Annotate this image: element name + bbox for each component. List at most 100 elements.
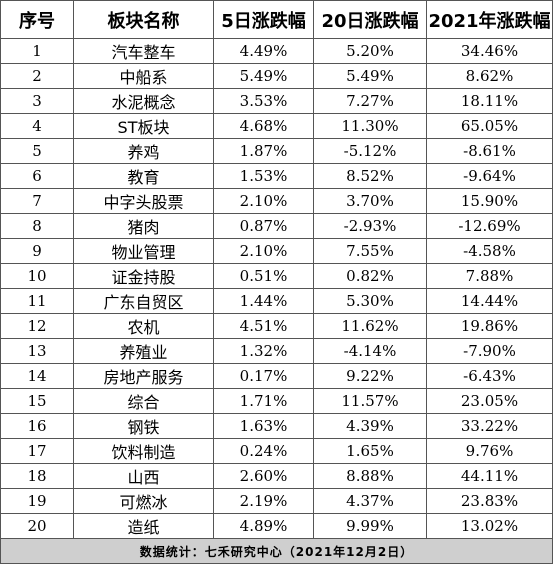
cell-20day-change: 5.49% [313,63,427,89]
table-row: 11 广东自贸区 1.44% 5.30% 14.44% [0,288,553,314]
table-row: 1 汽车整车 4.49% 5.20% 34.46% [0,38,553,64]
table-row: 20 造纸 4.89% 9.99% 13.02% [0,513,553,539]
cell-20day-change: 5.20% [313,38,427,64]
table-row: 9 物业管理 2.10% 7.55% -4.58% [0,238,553,264]
cell-2021-change: 7.88% [426,263,553,289]
cell-5day-change: 4.68% [213,113,314,139]
cell-sector-name: 汽车整车 [73,38,214,64]
cell-index: 7 [0,188,74,214]
cell-2021-change: -12.69% [426,213,553,239]
cell-5day-change: 2.10% [213,238,314,264]
cell-20day-change: 4.37% [313,488,427,514]
cell-2021-change: 15.90% [426,188,553,214]
cell-index: 13 [0,338,74,364]
cell-2021-change: 8.62% [426,63,553,89]
cell-20day-change: 11.57% [313,388,427,414]
cell-2021-change: -9.64% [426,163,553,189]
cell-index: 6 [0,163,74,189]
cell-index: 11 [0,288,74,314]
header-index: 序号 [0,0,74,39]
header-2021-change: 2021年涨跌幅 [426,0,553,39]
cell-20day-change: 11.30% [313,113,427,139]
cell-20day-change: 4.39% [313,413,427,439]
cell-sector-name: 水泥概念 [73,88,214,114]
cell-20day-change: 1.65% [313,438,427,464]
cell-index: 15 [0,388,74,414]
cell-5day-change: 2.60% [213,463,314,489]
table-body: 1 汽车整车 4.49% 5.20% 34.46% 2 中船系 5.49% 5.49% 8.62%… [0,38,553,539]
cell-sector-name: 房地产服务 [73,363,214,389]
footer-row: 数据统计：七禾研究中心（2021年12月2日） [0,538,553,564]
cell-5day-change: 0.24% [213,438,314,464]
cell-5day-change: 1.63% [213,413,314,439]
table-row: 5 养鸡 1.87% -5.12% -8.61% [0,138,553,164]
cell-index: 16 [0,413,74,439]
cell-sector-name: 证金持股 [73,263,214,289]
cell-index: 4 [0,113,74,139]
cell-sector-name: 农机 [73,313,214,339]
table-row: 13 养殖业 1.32% -4.14% -7.90% [0,338,553,364]
cell-sector-name: 钢铁 [73,413,214,439]
cell-2021-change: 23.83% [426,488,553,514]
cell-20day-change: 9.99% [313,513,427,539]
cell-index: 14 [0,363,74,389]
cell-2021-change: 33.22% [426,413,553,439]
cell-sector-name: 中船系 [73,63,214,89]
cell-sector-name: 广东自贸区 [73,288,214,314]
cell-20day-change: -5.12% [313,138,427,164]
cell-sector-name: 物业管理 [73,238,214,264]
table-row: 15 综合 1.71% 11.57% 23.05% [0,388,553,414]
table-row: 17 饮料制造 0.24% 1.65% 9.76% [0,438,553,464]
cell-sector-name: 造纸 [73,513,214,539]
cell-sector-name: ST板块 [73,113,214,139]
cell-sector-name: 猪肉 [73,213,214,239]
cell-sector-name: 可燃冰 [73,488,214,514]
table-row: 16 钢铁 1.63% 4.39% 33.22% [0,413,553,439]
table-row: 7 中字头股票 2.10% 3.70% 15.90% [0,188,553,214]
cell-20day-change: 5.30% [313,288,427,314]
table-row: 6 教育 1.53% 8.52% -9.64% [0,163,553,189]
table-row: 14 房地产服务 0.17% 9.22% -6.43% [0,363,553,389]
cell-2021-change: 18.11% [426,88,553,114]
cell-sector-name: 山西 [73,463,214,489]
header-sector-name: 板块名称 [73,0,214,39]
cell-2021-change: -6.43% [426,363,553,389]
cell-index: 18 [0,463,74,489]
cell-5day-change: 4.49% [213,38,314,64]
cell-sector-name: 饮料制造 [73,438,214,464]
cell-index: 8 [0,213,74,239]
table-row: 18 山西 2.60% 8.88% 44.11% [0,463,553,489]
table-row: 10 证金持股 0.51% 0.82% 7.88% [0,263,553,289]
cell-5day-change: 3.53% [213,88,314,114]
cell-20day-change: 0.82% [313,263,427,289]
cell-20day-change: 3.70% [313,188,427,214]
table-row: 19 可燃冰 2.19% 4.37% 23.83% [0,488,553,514]
cell-20day-change: 8.52% [313,163,427,189]
table-row: 3 水泥概念 3.53% 7.27% 18.11% [0,88,553,114]
cell-2021-change: -7.90% [426,338,553,364]
cell-5day-change: 1.71% [213,388,314,414]
table-row: 12 农机 4.51% 11.62% 19.86% [0,313,553,339]
cell-5day-change: 1.32% [213,338,314,364]
cell-5day-change: 1.44% [213,288,314,314]
cell-index: 12 [0,313,74,339]
cell-20day-change: 8.88% [313,463,427,489]
cell-2021-change: 13.02% [426,513,553,539]
cell-2021-change: -4.58% [426,238,553,264]
cell-20day-change: -2.93% [313,213,427,239]
cell-index: 3 [0,88,74,114]
cell-5day-change: 5.49% [213,63,314,89]
cell-2021-change: 44.11% [426,463,553,489]
cell-2021-change: 34.46% [426,38,553,64]
cell-5day-change: 0.51% [213,263,314,289]
cell-sector-name: 中字头股票 [73,188,214,214]
cell-index: 2 [0,63,74,89]
cell-5day-change: 0.17% [213,363,314,389]
header-20day-change: 20日涨跌幅 [313,0,427,39]
cell-2021-change: -8.61% [426,138,553,164]
table-row: 8 猪肉 0.87% -2.93% -12.69% [0,213,553,239]
cell-2021-change: 19.86% [426,313,553,339]
cell-5day-change: 4.51% [213,313,314,339]
cell-5day-change: 1.53% [213,163,314,189]
cell-index: 5 [0,138,74,164]
